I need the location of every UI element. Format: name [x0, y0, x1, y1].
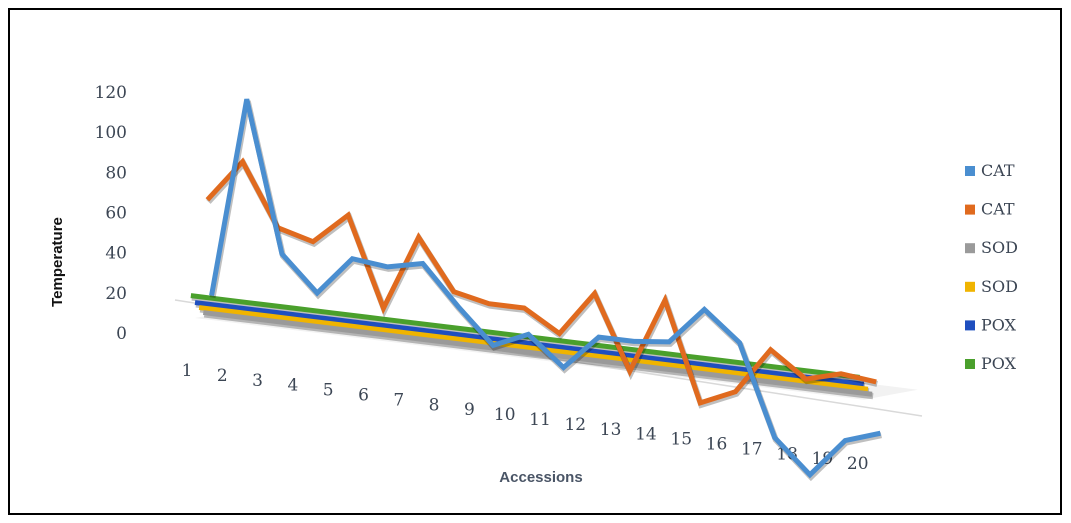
- legend-swatch: [965, 320, 975, 331]
- y-tick-label: 40: [105, 244, 127, 264]
- y-tick-label: 120: [95, 83, 127, 103]
- series-group: [190, 98, 882, 482]
- series-line: [202, 310, 873, 397]
- x-tick-label: 15: [670, 430, 692, 450]
- legend-item: POX: [965, 354, 1017, 373]
- series-line: [209, 98, 881, 479]
- x-tick-label: 12: [564, 415, 586, 435]
- y-tick-label: 100: [95, 123, 127, 143]
- x-tick-label: 1: [182, 361, 193, 381]
- legend-item: CAT: [965, 200, 1015, 219]
- x-tick-label: 14: [635, 425, 657, 445]
- y-axis-ticks: 0 20 40 60 80 100 120: [95, 83, 127, 344]
- x-tick-label: 2: [217, 366, 228, 386]
- x-tick-label: 20: [847, 454, 869, 474]
- legend-item: CAT: [965, 161, 1015, 180]
- series-sod-3: [198, 305, 870, 395]
- x-tick-label: 11: [529, 410, 551, 430]
- x-tick-label: 4: [287, 376, 298, 396]
- legend-swatch: [965, 204, 975, 215]
- legend-label: SOD: [981, 277, 1018, 296]
- y-tick-label: 20: [105, 284, 127, 304]
- legend-label: CAT: [981, 200, 1015, 219]
- x-tick-label: 3: [252, 371, 263, 391]
- x-tick-label: 9: [464, 400, 475, 420]
- legend-swatch: [965, 281, 975, 292]
- x-tick-label: 7: [393, 390, 404, 410]
- y-axis-label: Temperature: [49, 217, 66, 307]
- legend-label: POX: [981, 354, 1017, 373]
- legend-item: SOD: [965, 277, 1018, 296]
- x-tick-label: 5: [323, 381, 334, 401]
- series-cat-1: [205, 157, 878, 409]
- legend-label: CAT: [981, 161, 1015, 180]
- x-tick-label: 6: [358, 386, 369, 406]
- y-tick-label: 80: [105, 163, 127, 183]
- chart-frame: 0 20 40 60 80 100 120 1 2 3 4 5 6 7 8 9 10 11 12 13 14 15 16 1…: [8, 8, 1062, 515]
- series-line: [205, 157, 877, 406]
- series-line: [198, 305, 869, 392]
- x-tick-label: 8: [429, 395, 440, 415]
- series-cat-0: [209, 98, 882, 482]
- legend: CAT CAT SOD SOD POX POX: [965, 161, 1018, 373]
- y-tick-label: 60: [105, 204, 127, 224]
- legend-swatch: [965, 166, 975, 176]
- y-tick-label: 0: [116, 324, 127, 344]
- x-tick-label: 10: [494, 405, 516, 425]
- legend-label: POX: [981, 315, 1017, 334]
- x-axis-ticks: 1 2 3 4 5 6 7 8 9 10 11 12 13 14 15 16 17 18 19 20: [182, 361, 869, 474]
- legend-swatch: [965, 243, 975, 254]
- x-tick-label: 16: [706, 435, 728, 455]
- legend-swatch: [965, 359, 975, 369]
- x-axis-label: Accessions: [499, 469, 582, 486]
- legend-item: POX: [965, 315, 1017, 334]
- x-tick-label: 17: [741, 439, 763, 459]
- legend-item: SOD: [965, 238, 1018, 257]
- legend-label: SOD: [981, 238, 1018, 257]
- series-sod-2: [202, 310, 874, 400]
- x-tick-label: 13: [600, 420, 622, 440]
